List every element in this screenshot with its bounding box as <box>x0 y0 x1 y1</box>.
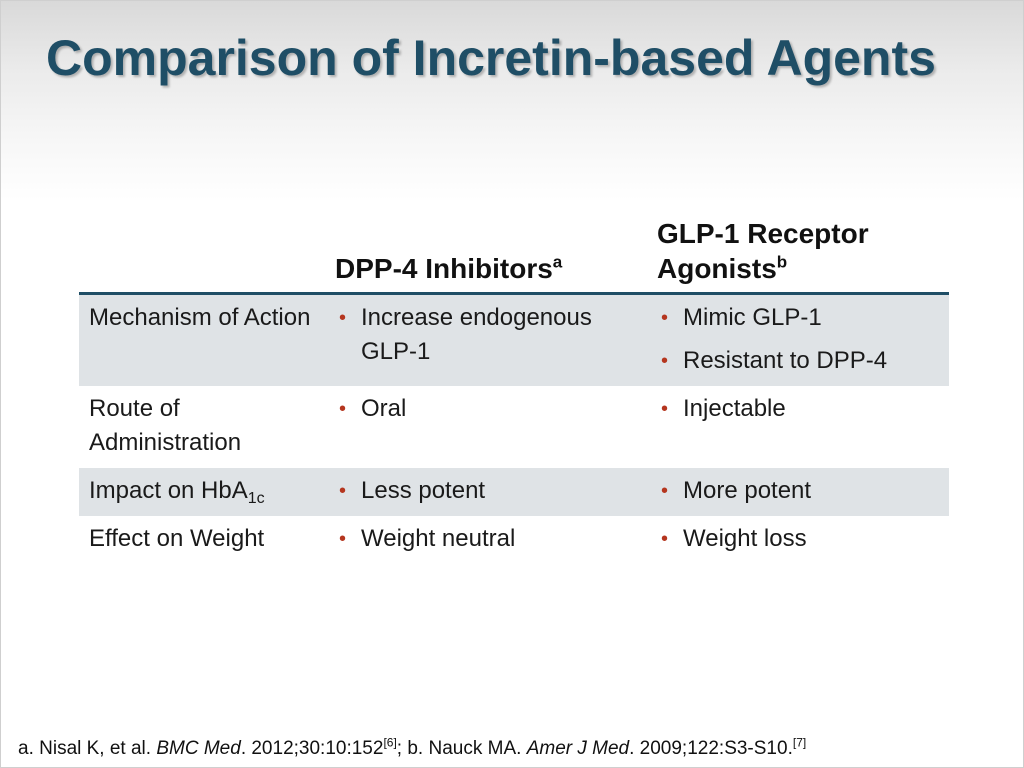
header-dpp4-label: DPP-4 Inhibitors <box>335 253 553 284</box>
bullet-text: Mimic GLP-1 <box>683 304 822 331</box>
table-row-route: Route of Administration • Oral • Injectabl… <box>79 386 949 468</box>
header-row-label <box>79 216 325 295</box>
cell-dpp4-mechanism: • Increase endogenous GLP-1 <box>325 293 647 386</box>
footnote-b-author: ; b. Nauck MA. <box>396 738 522 759</box>
bullet-item: • Mimic GLP-1 <box>657 301 939 335</box>
header-dpp4-inhibitors: DPP-4 Inhibitorsa <box>325 216 647 295</box>
header-glp1-label: GLP-1 Receptor Agonists <box>657 218 869 284</box>
bullet-icon: • <box>339 398 347 420</box>
cell-glp1-mechanism: • Mimic GLP-1 • Resistant to DPP-4 <box>647 293 949 386</box>
footnote-a-ref-number: [6] <box>383 735 397 750</box>
bullet-item: • Oral <box>335 392 637 426</box>
row-label-hba1c-text: Impact on HbA <box>89 477 248 504</box>
comparison-table: DPP-4 Inhibitorsa GLP-1 Receptor Agonist… <box>79 216 949 564</box>
footnote-a-journal: BMC Med <box>156 738 241 759</box>
bullet-text: Increase endogenous GLP-1 <box>361 304 592 365</box>
bullet-text: Resistant to DPP-4 <box>683 347 888 374</box>
bullet-item: • Less potent <box>335 474 637 508</box>
bullet-icon: • <box>339 307 347 329</box>
header-glp1-footnote-marker: b <box>776 252 788 272</box>
cell-glp1-hba1c: • More potent <box>647 468 949 516</box>
bullet-icon: • <box>339 528 347 550</box>
footnote-a-details: . 2012;30:10:152 <box>240 738 384 759</box>
table-row-hba1c: Impact on HbA1c • Less potent • More poten… <box>79 468 949 516</box>
bullet-icon: • <box>339 480 347 502</box>
bullet-item: • Weight neutral <box>335 522 637 556</box>
bullet-item: • More potent <box>657 474 939 508</box>
bullet-list: • Increase endogenous GLP-1 <box>335 301 637 369</box>
footnote-b-ref-number: [7] <box>792 735 807 750</box>
bullet-text: Oral <box>361 395 407 422</box>
bullet-icon: • <box>661 350 669 372</box>
slide-title: Comparison of Incretin-based Agents <box>46 30 936 86</box>
row-label-route: Route of Administration <box>89 395 242 456</box>
bullet-text: Weight loss <box>683 525 807 552</box>
row-label-hba1c-subscript: 1c <box>247 490 265 507</box>
row-label-weight: Effect on Weight <box>89 525 265 552</box>
bullet-text: Less potent <box>361 477 486 504</box>
row-label-mechanism: Mechanism of Action <box>79 293 325 386</box>
table-row-weight: Effect on Weight • Weight neutral • Weight… <box>79 516 949 564</box>
bullet-text: More potent <box>683 477 812 504</box>
bullet-list: • Weight neutral <box>335 522 637 556</box>
bullet-list: • Oral <box>335 392 637 426</box>
bullet-item: • Increase endogenous GLP-1 <box>335 301 637 369</box>
bullet-list: • More potent <box>657 474 939 508</box>
cell-dpp4-weight: • Weight neutral <box>325 516 647 564</box>
table-header-row: DPP-4 Inhibitorsa GLP-1 Receptor Agonist… <box>79 216 949 295</box>
cell-glp1-weight: • Weight loss <box>647 516 949 564</box>
bullet-icon: • <box>661 398 669 420</box>
comparison-table-container: DPP-4 Inhibitorsa GLP-1 Receptor Agonist… <box>79 216 949 564</box>
cell-glp1-route: • Injectable <box>647 386 949 468</box>
bullet-text: Weight neutral <box>361 525 516 552</box>
row-label-hba1c: Impact on HbA1c <box>79 468 325 516</box>
references-footnote: a. Nisal K, et al. BMC Med. 2012;30:10:1… <box>18 737 1018 761</box>
bullet-item: • Injectable <box>657 392 939 426</box>
footnote-b-journal: Amer J Med <box>526 738 630 759</box>
header-dpp4-footnote-marker: a <box>552 252 563 272</box>
bullet-item: • Resistant to DPP-4 <box>657 344 939 378</box>
header-glp1-receptor-agonists: GLP-1 Receptor Agonistsb <box>647 216 949 295</box>
table-row-mechanism: Mechanism of Action • Increase endogenous… <box>79 293 949 386</box>
cell-dpp4-route: • Oral <box>325 386 647 468</box>
bullet-list: • Less potent <box>335 474 637 508</box>
footnote-b-details: . 2009;122:S3-S10. <box>629 738 793 759</box>
footnote-a-author: a. Nisal K, et al. <box>18 738 152 759</box>
bullet-list: • Mimic GLP-1 • Resistant to DPP-4 <box>657 301 939 378</box>
cell-dpp4-hba1c: • Less potent <box>325 468 647 516</box>
bullet-icon: • <box>661 528 669 550</box>
bullet-icon: • <box>661 307 669 329</box>
bullet-list: • Injectable <box>657 392 939 426</box>
bullet-list: • Weight loss <box>657 522 939 556</box>
bullet-icon: • <box>661 480 669 502</box>
bullet-text: Injectable <box>683 395 786 422</box>
bullet-item: • Weight loss <box>657 522 939 556</box>
